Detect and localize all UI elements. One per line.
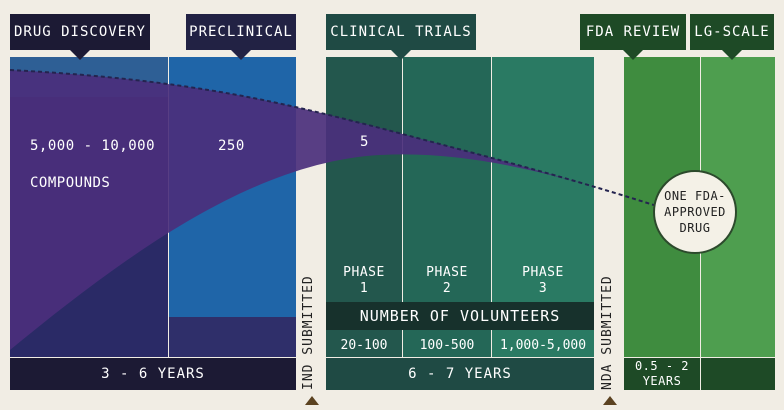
result-line-1: ONE FDA- (664, 189, 726, 203)
tab-pointer (70, 50, 90, 60)
volunteers-header: NUMBER OF VOLUNTEERS (326, 302, 594, 330)
ind-submitted-label: IND SUBMITTED (301, 275, 316, 390)
tab-lg-scale-label: LG-SCALE (694, 24, 770, 40)
fda-duration-bar: 0.5 - 2 YEARS (624, 358, 700, 390)
clinical-count: 5 (360, 134, 369, 150)
funnel-top-edge (9, 69, 661, 208)
tab-fda-review-label: FDA REVIEW (585, 24, 681, 40)
preclinical-count: 250 (218, 138, 245, 154)
phase-1-label: PHASE 1 (326, 265, 402, 297)
result-line-2: APPROVED (664, 205, 726, 219)
discovery-duration-bar: 3 - 6 YEARS (10, 358, 296, 390)
phase-2-label: PHASE 2 (403, 265, 491, 297)
compounds-range: 5,000 - 10,000 (30, 138, 156, 154)
phase-2-volunteers: 100-500 (403, 333, 491, 357)
tab-pointer (722, 50, 742, 60)
tab-fda-review: FDA REVIEW (580, 14, 686, 60)
phase-3-label: PHASE 3 (492, 265, 594, 297)
nda-submitted-label: NDA SUBMITTED (600, 275, 615, 390)
ind-submitted-marker (305, 396, 319, 405)
tab-pointer (231, 50, 251, 60)
phase-1-word: PHASE (343, 265, 385, 280)
tab-preclinical-label: PRECLINICAL (189, 24, 293, 40)
tab-drug-discovery-label: DRUG DISCOVERY (13, 24, 146, 40)
tab-lg-scale: LG-SCALE (690, 14, 774, 60)
lg-scale-duration-bar (701, 358, 775, 390)
clinical-duration-bar: 6 - 7 YEARS (326, 358, 594, 390)
compounds-label: COMPOUNDS (30, 175, 111, 191)
phase-2-number: 2 (442, 281, 452, 296)
funnel-shape (10, 70, 660, 350)
phase-2-word: PHASE (426, 265, 468, 280)
phase-3-number: 3 (538, 281, 548, 296)
nda-submitted-marker (603, 396, 617, 405)
tab-pointer (623, 50, 643, 60)
fda-duration-line-1: 0.5 - 2 (634, 359, 690, 373)
phase-3-volunteers: 1,000-5,000 (492, 333, 594, 357)
phase-3-word: PHASE (522, 265, 564, 280)
tab-drug-discovery: DRUG DISCOVERY (10, 14, 150, 60)
result-line-3: DRUG (679, 221, 711, 235)
tab-clinical-trials-label: CLINICAL TRIALS (330, 24, 472, 40)
phase-1-number: 1 (359, 281, 369, 296)
fda-duration-line-2: YEARS (642, 374, 682, 388)
approved-drug-circle: ONE FDA- APPROVED DRUG (653, 170, 737, 254)
tab-preclinical: PRECLINICAL (186, 14, 296, 60)
tab-pointer (391, 50, 411, 60)
phase-1-volunteers: 20-100 (326, 333, 402, 357)
tab-clinical-trials: CLINICAL TRIALS (326, 14, 476, 60)
